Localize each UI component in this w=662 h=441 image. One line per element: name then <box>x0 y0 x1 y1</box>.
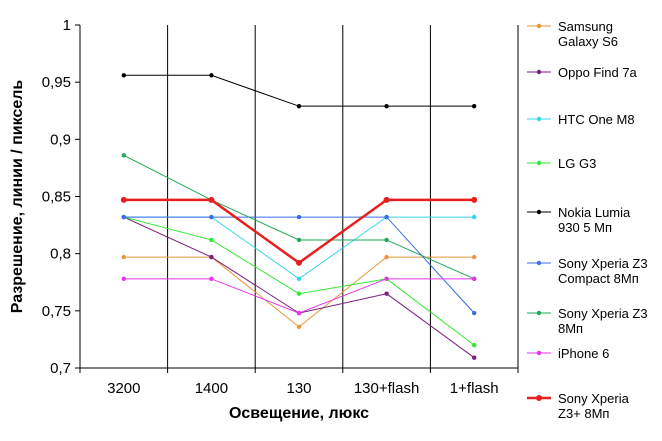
data-point <box>208 196 215 203</box>
legend-swatch-marker <box>536 395 542 401</box>
data-point <box>384 237 389 243</box>
y-tick-label: 0,85 <box>42 189 71 206</box>
legend-swatch-marker <box>536 69 542 75</box>
legend-item: iPhone 6 <box>527 346 609 361</box>
data-point <box>384 291 389 296</box>
chart-gridlines <box>167 25 431 368</box>
data-point <box>296 276 302 282</box>
series-line <box>123 216 475 280</box>
y-axis-title: Разрешение, линии / пиксель <box>9 80 26 314</box>
series-group <box>121 214 477 360</box>
y-tick-label: 0,9 <box>50 131 71 148</box>
data-point <box>384 276 389 282</box>
series-line <box>123 278 475 314</box>
data-point <box>472 355 477 360</box>
legend-label: Oppo Find 7a <box>558 65 638 80</box>
data-point <box>209 214 214 220</box>
data-point <box>384 103 389 109</box>
legend-item: Oppo Find 7a <box>527 65 638 80</box>
legend-item: LG G3 <box>527 156 596 171</box>
legend-label: HTC One M8 <box>558 112 635 127</box>
series-group <box>121 214 477 316</box>
series-line <box>123 74 475 107</box>
data-point <box>120 196 127 203</box>
series-group <box>121 73 477 109</box>
legend-label: Nokia Lumia <box>558 205 631 220</box>
legend-label: iPhone 6 <box>558 346 609 361</box>
data-point <box>384 254 389 260</box>
x-tick-label: 1+flash <box>450 380 499 397</box>
y-tick-label: 0,95 <box>42 74 71 91</box>
y-tick-label: 0,75 <box>42 303 71 320</box>
data-point <box>121 254 127 260</box>
chart-tick-labels: 0,7 0,75 0,8 0,85 0,9 0,95 1 3200 1400 130 130+fla… <box>42 17 499 397</box>
data-point <box>121 153 127 158</box>
data-point <box>209 254 214 260</box>
y-tick-label: 1 <box>63 17 71 34</box>
x-tick-label: 130+flash <box>354 380 419 397</box>
data-point <box>209 276 214 282</box>
legend-swatch-marker <box>536 350 542 356</box>
legend-label: LG G3 <box>558 156 596 171</box>
data-point <box>472 342 477 348</box>
series-line <box>123 198 475 265</box>
series-group <box>121 276 477 316</box>
data-point <box>296 291 302 296</box>
data-point <box>296 214 302 220</box>
legend-label: Galaxy S6 <box>558 34 618 49</box>
chart-series <box>120 73 478 360</box>
legend-swatch-marker <box>536 160 542 166</box>
data-point <box>296 103 302 109</box>
legend-label: 930 5 Мп <box>558 220 612 235</box>
data-point <box>209 73 214 78</box>
legend-swatch-marker <box>536 209 542 215</box>
legend-label: Sony Xperia <box>558 391 630 406</box>
data-point <box>384 214 389 220</box>
y-tick-label: 0,7 <box>50 360 71 377</box>
data-point <box>296 237 302 243</box>
data-point <box>472 310 477 316</box>
data-point <box>209 237 214 243</box>
data-point <box>472 103 477 109</box>
series-group <box>120 196 478 266</box>
legend-label: 8Мп <box>558 321 583 336</box>
legend-swatch-marker <box>536 116 542 122</box>
legend-item: HTC One M8 <box>527 112 635 127</box>
data-point <box>472 276 477 282</box>
legend-swatch-marker <box>536 310 542 316</box>
legend-swatch-marker <box>536 23 542 29</box>
data-point <box>472 254 477 260</box>
data-point <box>296 310 302 316</box>
x-tick-label: 130 <box>286 380 311 397</box>
data-point <box>121 73 127 78</box>
x-tick-label: 3200 <box>107 380 140 397</box>
data-point <box>471 196 478 203</box>
x-tick-label: 1400 <box>195 380 228 397</box>
legend-label: Z3+ 8Мп <box>558 406 609 421</box>
legend-swatch-marker <box>536 260 542 266</box>
legend-label: Sony Xperia Z3 <box>558 256 648 271</box>
x-axis-title: Освещение, люкс <box>229 405 369 422</box>
legend-label: Samsung <box>558 19 613 34</box>
legend-label: Compact 8Мп <box>558 271 639 286</box>
legend-label: Sony Xperia Z3 <box>558 306 648 321</box>
y-tick-label: 0,8 <box>50 246 71 263</box>
data-point <box>383 196 390 203</box>
data-point <box>472 214 477 220</box>
data-point <box>121 214 127 220</box>
data-point <box>296 259 302 266</box>
data-point <box>296 324 302 330</box>
data-point <box>121 276 127 282</box>
chart-axes <box>75 24 519 373</box>
series-group <box>121 214 477 282</box>
